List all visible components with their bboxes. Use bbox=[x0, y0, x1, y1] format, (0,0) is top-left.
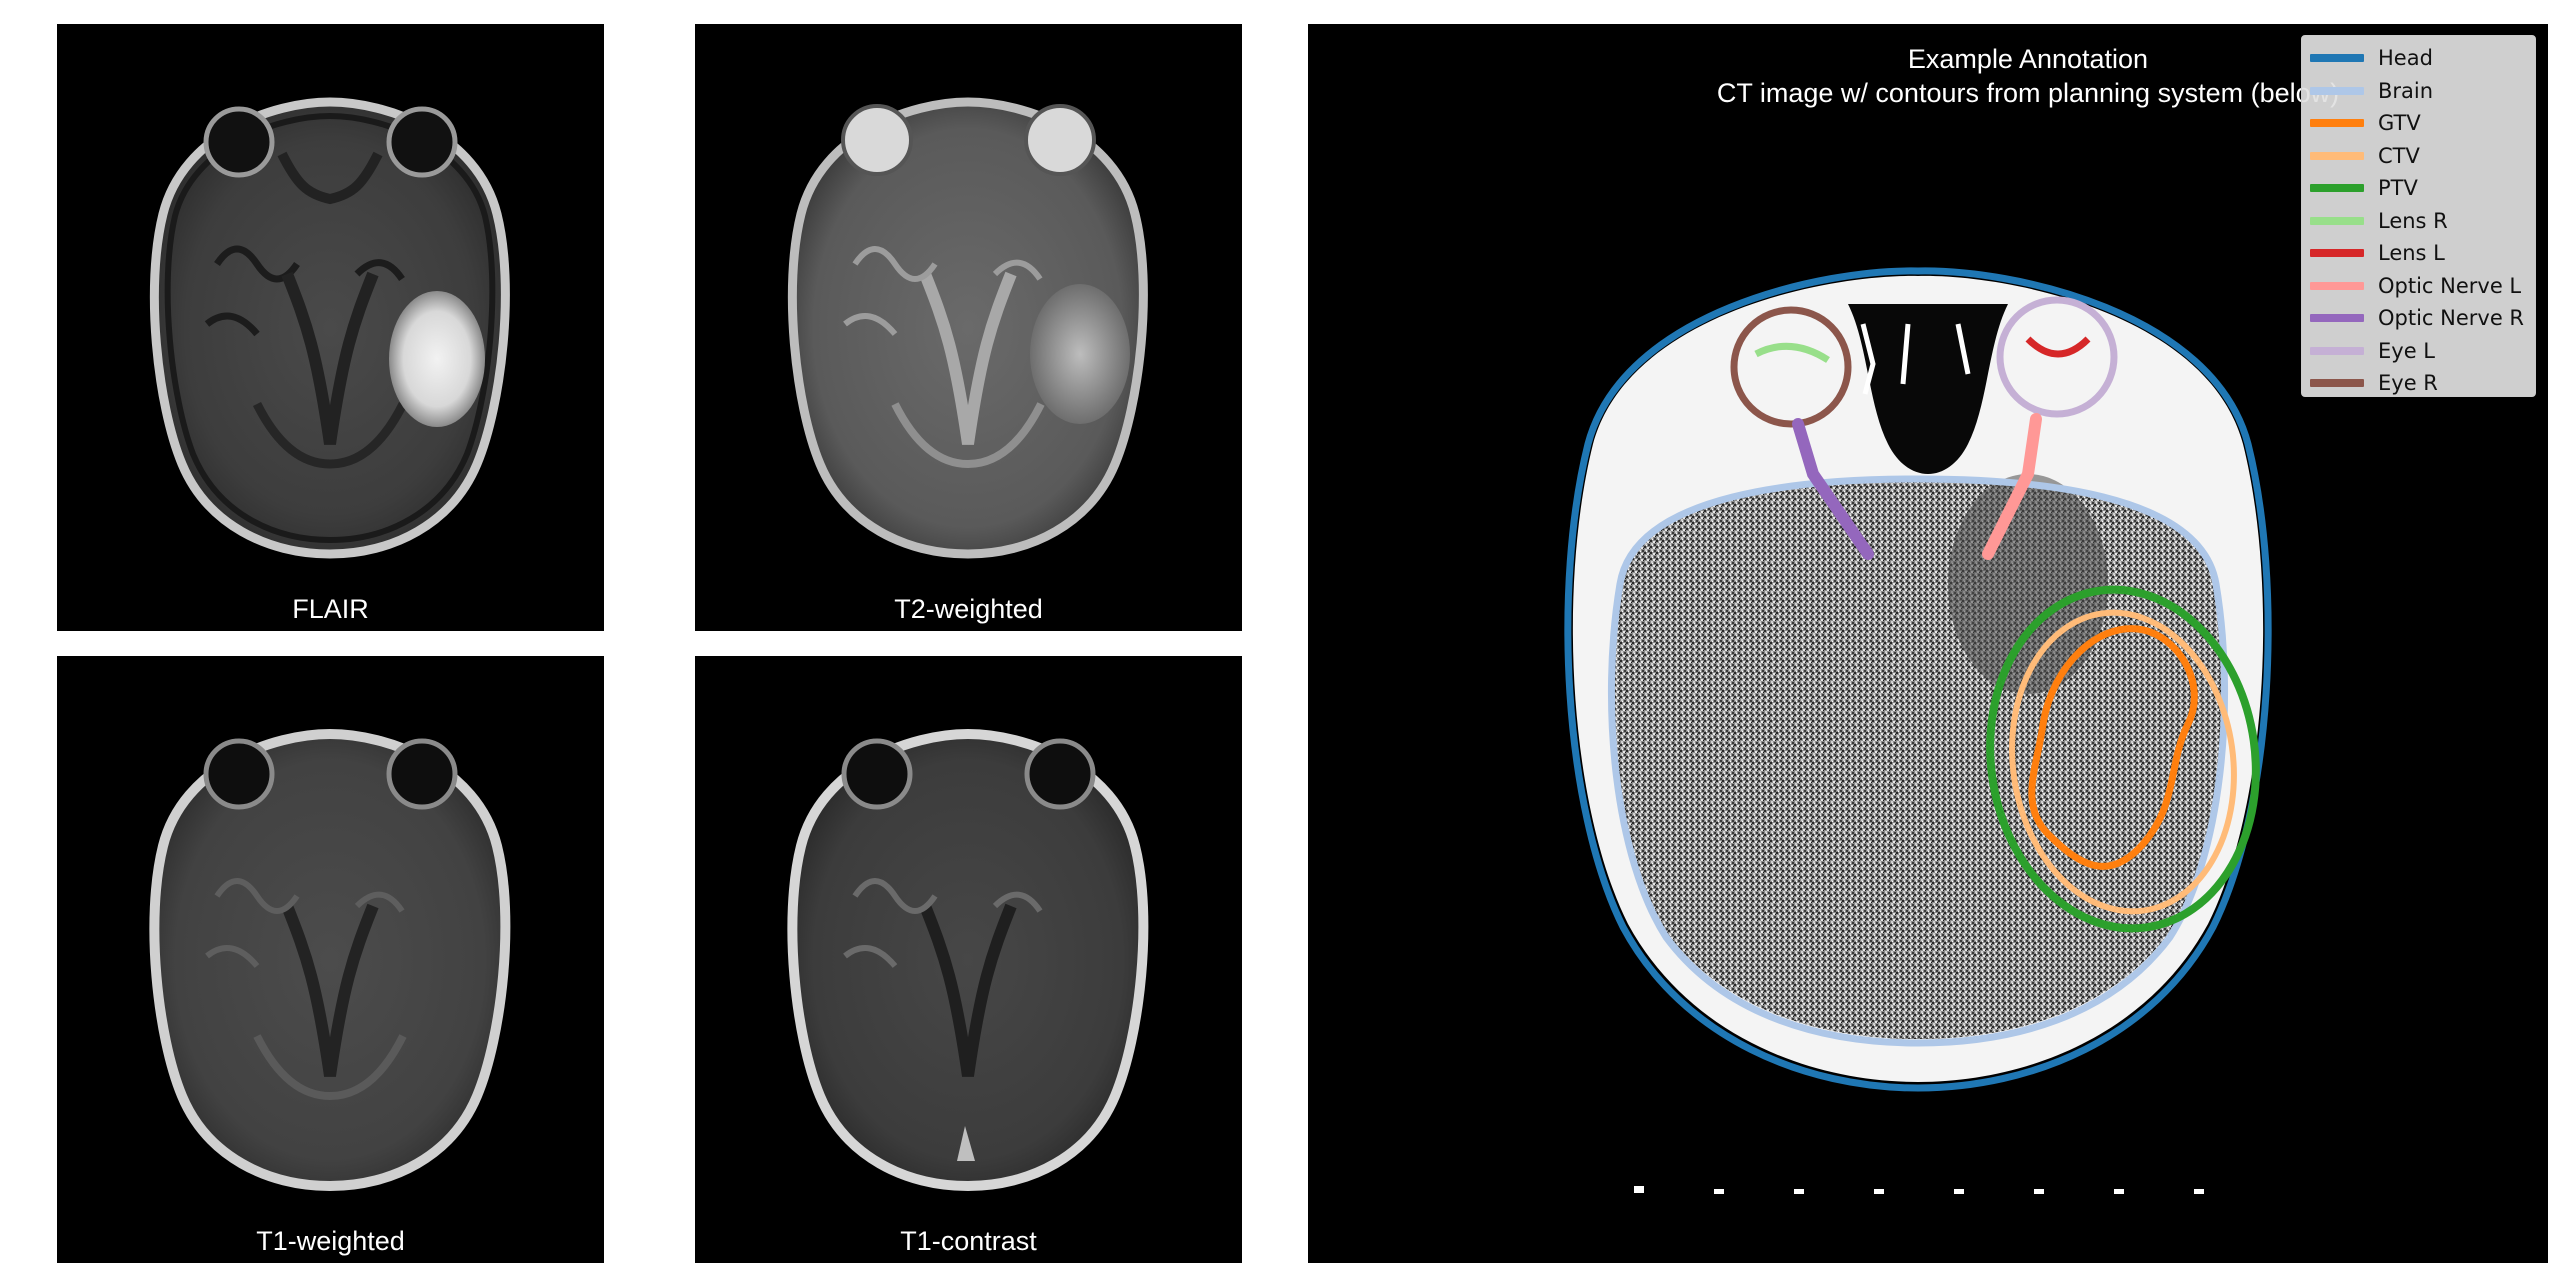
legend-swatch bbox=[2310, 281, 2364, 290]
mri-panel-t1-contrast: T1-contrast bbox=[695, 656, 1242, 1263]
legend-swatch bbox=[2310, 249, 2364, 258]
legend-swatch bbox=[2310, 151, 2364, 160]
legend-label: Head bbox=[2378, 46, 2433, 71]
legend-item: Eye L bbox=[2310, 335, 2527, 368]
legend-swatch bbox=[2310, 314, 2364, 323]
legend-label: GTV bbox=[2378, 111, 2421, 136]
ct-title: Example Annotation CT image w/ contours … bbox=[1528, 42, 2528, 110]
legend-item: Optic Nerve L bbox=[2310, 270, 2527, 303]
legend-label: Optic Nerve L bbox=[2378, 273, 2522, 298]
legend-label: CTV bbox=[2378, 143, 2420, 168]
legend-label: PTV bbox=[2378, 176, 2418, 201]
mri-panel-t1: T1-weighted bbox=[57, 656, 604, 1263]
legend-item: Eye R bbox=[2310, 367, 2527, 400]
legend-item: Optic Nerve R bbox=[2310, 302, 2527, 335]
mri-panel-t2: T2-weighted bbox=[695, 24, 1242, 631]
legend-label: Lens R bbox=[2378, 208, 2448, 233]
legend-swatch bbox=[2310, 119, 2364, 128]
ct-title-line1: Example Annotation bbox=[1907, 44, 2149, 74]
mri-label-t1-contrast: T1-contrast bbox=[900, 1226, 1037, 1256]
legend-swatch bbox=[2310, 54, 2364, 63]
legend-swatch bbox=[2310, 346, 2364, 355]
legend-item: Lens L bbox=[2310, 237, 2527, 270]
legend-label: Lens L bbox=[2378, 241, 2445, 266]
legend-swatch bbox=[2310, 86, 2364, 95]
mri-label-flair: FLAIR bbox=[292, 594, 369, 624]
ct-image-with-contours bbox=[1564, 267, 2272, 1194]
ct-title-line2: CT image w/ contours from planning syste… bbox=[1716, 78, 2340, 108]
legend-item: GTV bbox=[2310, 107, 2527, 140]
mri-label-t1: T1-weighted bbox=[256, 1226, 405, 1256]
legend-label: Eye R bbox=[2378, 371, 2438, 396]
legend-item: Head bbox=[2310, 42, 2527, 75]
legend-label: Optic Nerve R bbox=[2378, 306, 2525, 331]
t2-brain-image bbox=[787, 97, 1148, 559]
legend-label: Brain bbox=[2378, 78, 2434, 103]
legend-swatch bbox=[2310, 379, 2364, 388]
legend-swatch bbox=[2310, 184, 2364, 193]
legend-item: CTV bbox=[2310, 140, 2527, 173]
t1-brain-image bbox=[149, 728, 511, 1192]
legend-label: Eye L bbox=[2378, 338, 2435, 363]
t1-contrast-brain-image bbox=[787, 728, 1149, 1192]
contour-legend: Head Brain GTV CTV PTV Lens R Lens L Optic Nerv… bbox=[2301, 35, 2536, 397]
legend-swatch bbox=[2310, 216, 2364, 225]
legend-item: PTV bbox=[2310, 172, 2527, 205]
mri-panel-flair: FLAIR bbox=[57, 24, 604, 631]
flair-brain-image bbox=[149, 97, 510, 559]
ct-panel: Example Annotation CT image w/ contours … bbox=[1308, 24, 2548, 1263]
mri-label-t2: T2-weighted bbox=[894, 594, 1043, 624]
legend-item: Lens R bbox=[2310, 205, 2527, 238]
legend-item: Brain bbox=[2310, 75, 2527, 108]
